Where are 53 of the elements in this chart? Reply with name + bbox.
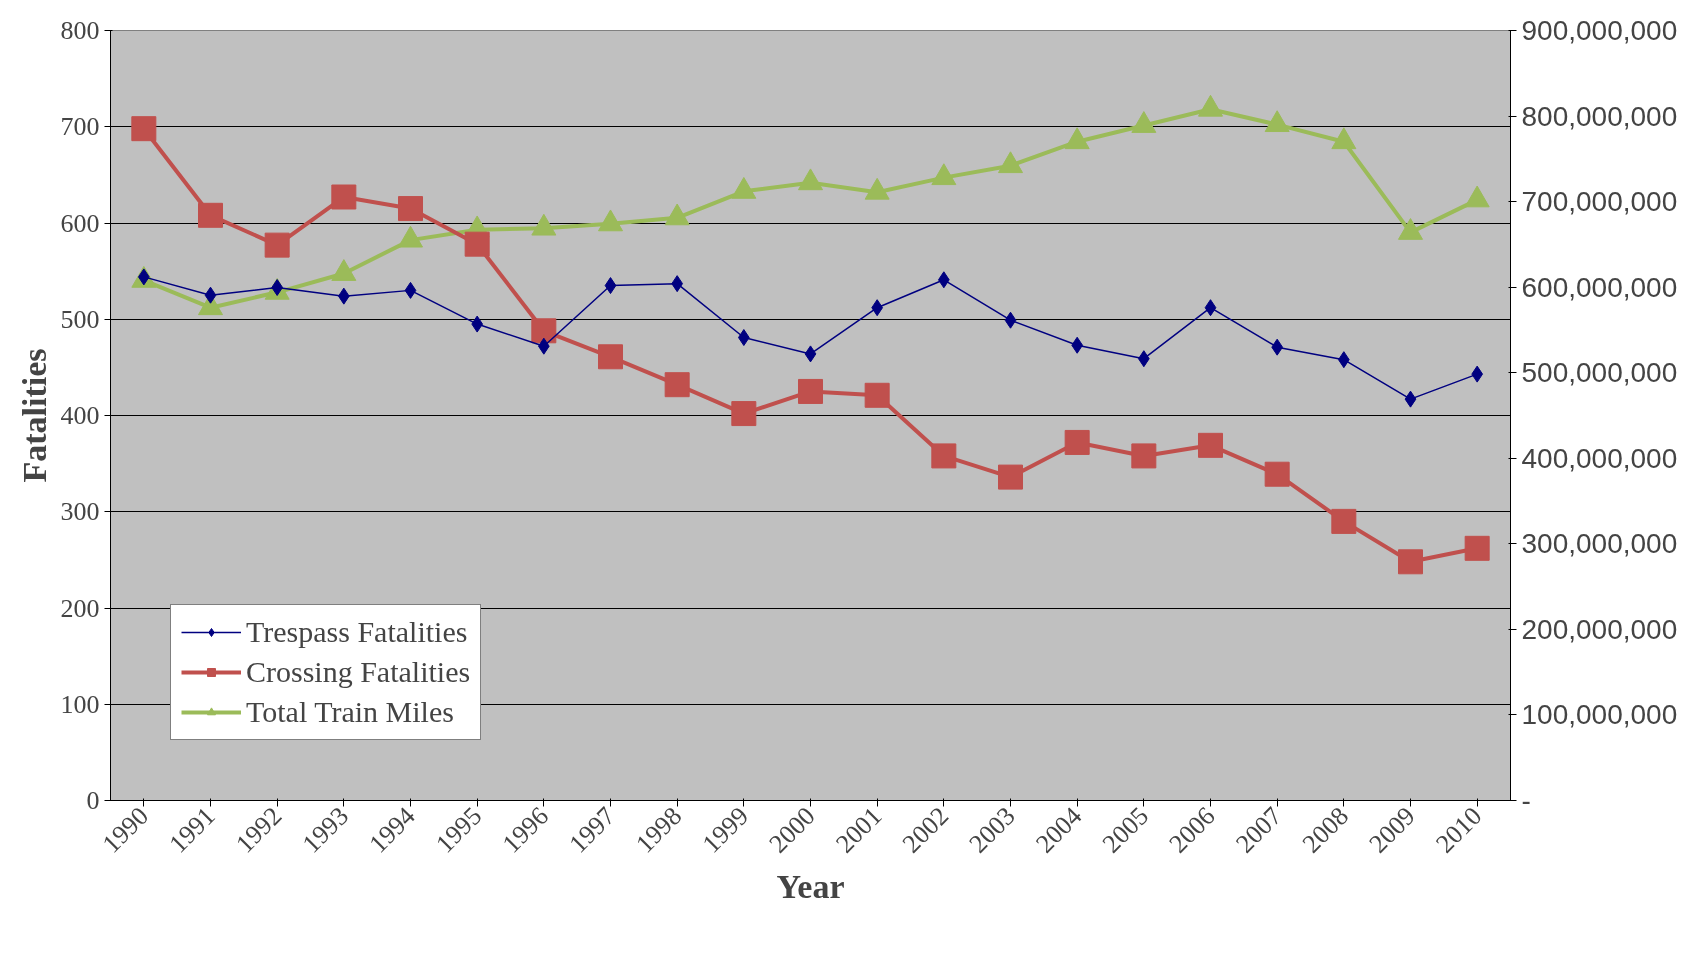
y-axis-title: Fatalities: [15, 348, 53, 483]
y-tick-label: 600: [60, 208, 100, 238]
y-tick-label: 800: [60, 16, 100, 45]
y-tick-label: 700: [60, 112, 100, 142]
y2-tick-label: 800,000,000: [1521, 100, 1678, 132]
point: [598, 344, 623, 370]
point: [731, 401, 757, 427]
point: [1064, 429, 1090, 455]
point: [998, 464, 1023, 490]
y2-tick-label: 600,000,000: [1521, 271, 1678, 303]
point: [264, 232, 290, 258]
y2-tick-label: 400,000,000: [1521, 442, 1678, 474]
point: [1464, 535, 1490, 561]
point: [1131, 443, 1157, 469]
point: [1204, 299, 1217, 317]
y-tick-label: 400: [60, 401, 100, 430]
point: [464, 231, 490, 257]
point: [1264, 461, 1290, 487]
y2-tick-label: 700,000,000: [1521, 186, 1678, 218]
point: [804, 345, 817, 363]
point: [1331, 508, 1357, 534]
y-tick-label: 500: [60, 304, 100, 334]
legend-label: Total Train Miles: [246, 695, 454, 729]
point: [798, 378, 823, 404]
point: [331, 184, 357, 210]
point: [398, 196, 423, 222]
point: [531, 318, 557, 344]
y2-tick-label: 300,000,000: [1521, 528, 1678, 560]
y2-tick-label: 100,000,000: [1521, 699, 1678, 731]
y2-tick-label: 200,000,000: [1521, 613, 1678, 645]
y-tick-label: 0: [86, 786, 100, 815]
legend-label: Crossing Fatalities: [246, 655, 471, 689]
point: [864, 382, 890, 408]
x-tick-label: 1991: [163, 801, 221, 859]
legend-label: Trespass Fatalities: [246, 615, 468, 649]
point: [204, 286, 217, 304]
point: [1398, 549, 1423, 575]
x-axis-title: Year: [776, 868, 845, 906]
y-tick-label: 300: [60, 497, 100, 527]
point: [664, 372, 690, 398]
point: [1404, 390, 1417, 408]
point: [931, 443, 957, 469]
y-tick-label: 100: [60, 689, 100, 719]
point: [1198, 432, 1223, 458]
y-tick-label: 200: [60, 593, 100, 623]
point: [404, 281, 417, 299]
point: [604, 277, 617, 295]
y2-tick-label: 500,000,000: [1521, 357, 1678, 389]
point: [131, 116, 157, 142]
point: [1004, 311, 1017, 329]
point: [198, 202, 223, 228]
y2-tick-label: 900,000,000: [1521, 15, 1678, 46]
y2-tick-label: -: [1521, 785, 1531, 816]
